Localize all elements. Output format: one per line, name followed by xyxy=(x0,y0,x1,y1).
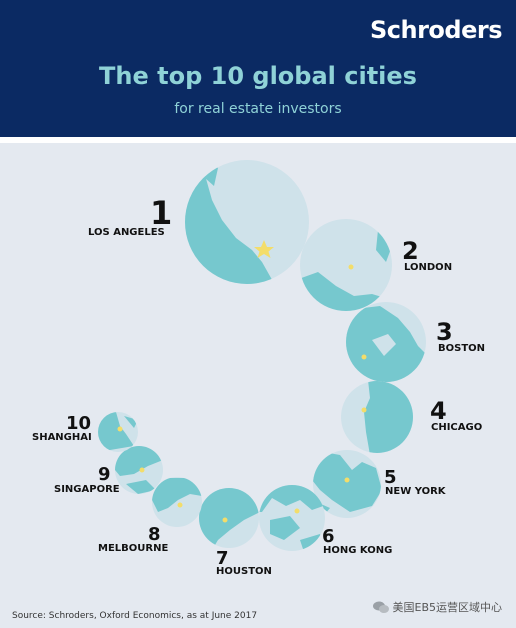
page-title: The top 10 global cities xyxy=(99,62,417,90)
city-label-los-angeles: LOS ANGELES xyxy=(88,227,165,238)
city-label-london: LONDON xyxy=(404,262,453,273)
rank-1: 1 xyxy=(150,194,173,232)
rank-4: 4 xyxy=(430,397,447,425)
globe-melbourne xyxy=(152,477,202,527)
city-label-new-york: NEW YORK xyxy=(385,486,446,497)
city-label-shanghai: SHANGHAI xyxy=(32,432,92,443)
globe-boston xyxy=(346,302,426,382)
rank-6: 6 xyxy=(322,526,335,547)
star-marker xyxy=(254,240,274,258)
city-label-chicago: CHICAGO xyxy=(431,422,483,433)
globe-houston xyxy=(199,488,259,548)
page-subtitle: for real estate investors xyxy=(174,101,342,117)
city-label-melbourne: MELBOURNE xyxy=(98,543,169,554)
rank-8: 8 xyxy=(148,524,161,545)
city-label-houston: HOUSTON xyxy=(216,566,272,577)
globe-hong-kong xyxy=(259,485,325,551)
globe-chicago xyxy=(341,381,413,453)
brand-logo: Schroders xyxy=(370,16,503,44)
rank-7: 7 xyxy=(216,548,229,569)
globe-shanghai xyxy=(98,412,138,452)
rank-2: 2 xyxy=(402,237,419,265)
rank-3: 3 xyxy=(436,318,453,346)
source-note: Source: Schroders, Oxford Economics, as … xyxy=(12,611,258,621)
globe-singapore xyxy=(115,446,163,494)
city-label-boston: BOSTON xyxy=(438,343,486,354)
city-label-hong-kong: HONG KONG xyxy=(323,545,393,556)
globe-new-york xyxy=(313,450,381,518)
city-label-singapore: SINGAPORE xyxy=(54,484,120,495)
header-banner: Schroders The top 10 global cities for r… xyxy=(0,0,516,137)
watermark: 美国EB5运营区域中心 xyxy=(372,599,503,615)
chat-icon xyxy=(372,601,389,614)
rank-10: 10 xyxy=(66,413,92,434)
divider xyxy=(0,137,516,143)
watermark-text: 美国EB5运营区域中心 xyxy=(392,601,503,614)
rank-9: 9 xyxy=(98,464,111,485)
rank-5: 5 xyxy=(384,467,397,488)
globe-los-angeles xyxy=(185,160,309,284)
